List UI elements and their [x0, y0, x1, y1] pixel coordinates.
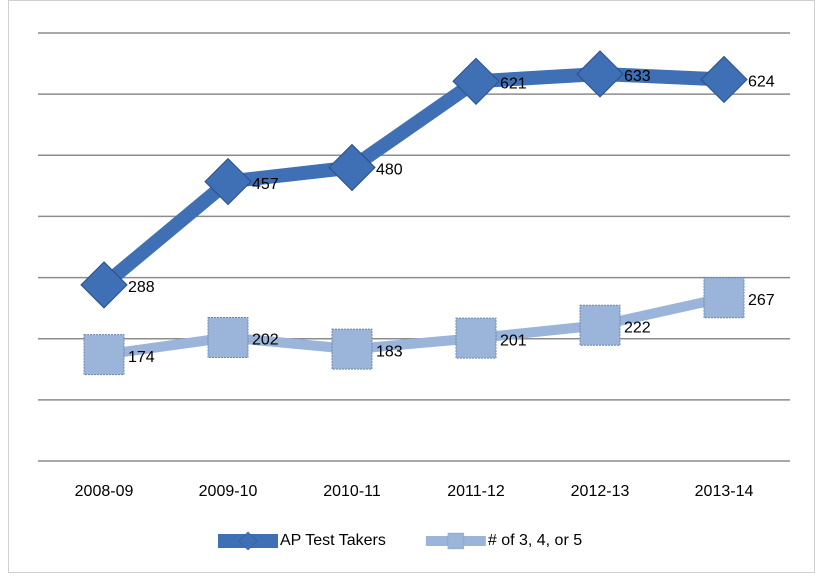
marker — [331, 328, 373, 370]
x-tick-label: 2013-14 — [695, 483, 754, 500]
x-tick-label: 2012-13 — [571, 483, 630, 500]
marker — [576, 50, 624, 98]
legend-item: AP Test Takers — [218, 531, 386, 551]
marker — [447, 532, 465, 550]
marker — [204, 157, 252, 206]
x-tick-label: 2011-12 — [447, 483, 505, 500]
marker — [238, 531, 258, 551]
data-label: 624 — [748, 74, 775, 91]
marker — [579, 304, 621, 346]
data-label: 222 — [624, 319, 651, 336]
data-label: 288 — [128, 279, 155, 296]
legend-item: # of 3, 4, or 5 — [425, 532, 582, 550]
marker — [700, 55, 748, 104]
x-tick-label: 2008-09 — [75, 483, 134, 500]
marker — [703, 277, 745, 319]
marker — [80, 261, 128, 309]
x-tick-label: 2009-10 — [199, 483, 258, 500]
marker — [207, 316, 249, 358]
x-tick-label: 2010-11 — [323, 483, 381, 500]
legend-label: # of 3, 4, or 5 — [488, 532, 582, 549]
marker — [455, 317, 497, 359]
marker — [328, 143, 376, 192]
data-label: 202 — [252, 332, 279, 349]
marker — [83, 334, 125, 376]
data-label: 633 — [624, 68, 651, 85]
data-label: 183 — [376, 343, 403, 360]
marker — [452, 57, 500, 106]
legend-label: AP Test Takers — [280, 532, 386, 549]
chart-border — [8, 0, 815, 573]
data-label: 621 — [500, 76, 527, 93]
data-label: 457 — [252, 176, 279, 193]
data-label: 480 — [376, 162, 403, 179]
data-label: 267 — [748, 292, 775, 309]
data-label: 174 — [128, 349, 155, 366]
data-label: 201 — [500, 332, 527, 349]
series-line — [103, 292, 726, 360]
